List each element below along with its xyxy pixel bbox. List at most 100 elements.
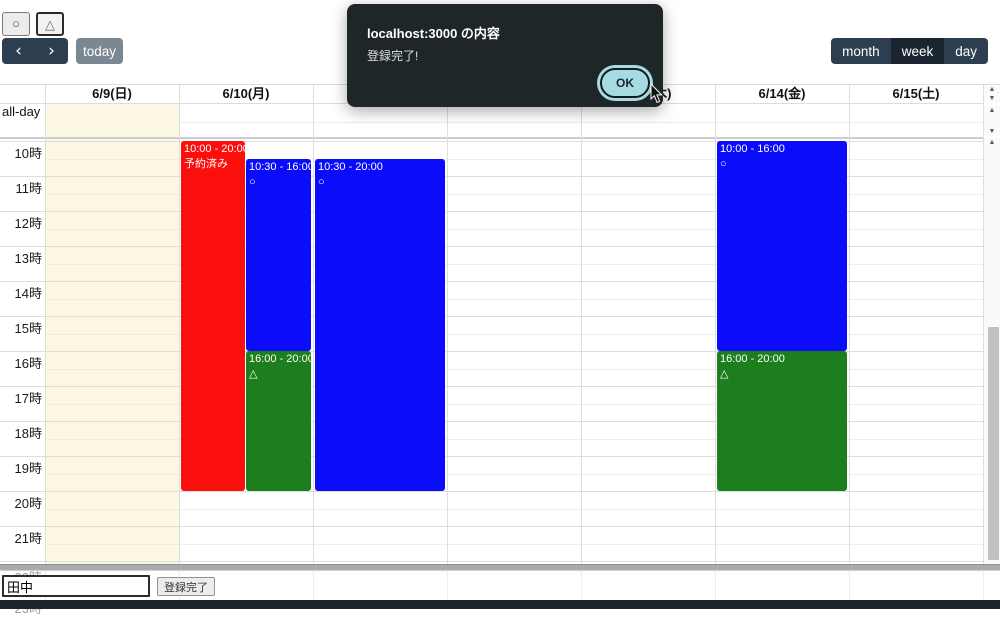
- time-axis-label: 11時: [15, 181, 43, 196]
- day-header-2: 6/10(月): [222, 86, 270, 101]
- column-line: [849, 571, 850, 600]
- time-axis-label: 17時: [14, 391, 42, 406]
- dialog-title: localhost:3000 の内容: [367, 26, 500, 41]
- half-hour-line: [45, 228, 983, 230]
- hour-line: [0, 281, 983, 282]
- event-time: 10:00 - 16:00: [720, 143, 785, 155]
- header-scrollbar[interactable]: ▲ ▼: [984, 85, 1000, 103]
- time-axis-label: 12時: [14, 216, 42, 231]
- view-button-day[interactable]: day: [944, 38, 988, 64]
- hour-line: [0, 316, 983, 317]
- column-line: [983, 84, 984, 564]
- calendar-event[interactable]: 10:30 - 16:00 ○: [246, 158, 311, 351]
- event-time: 16:00 - 20:00: [249, 353, 311, 365]
- allday-scrollbar[interactable]: ▲ ▼: [984, 106, 1000, 136]
- hour-line: [0, 246, 983, 247]
- view-button-week[interactable]: week: [890, 38, 945, 64]
- half-hour-line: [45, 158, 983, 160]
- hour-line: [0, 561, 983, 562]
- column-line: [447, 571, 448, 600]
- mouse-cursor-icon: [650, 84, 663, 104]
- half-hour-line: [45, 473, 983, 475]
- calendar-event[interactable]: 16:00 - 20:00 △: [246, 351, 311, 491]
- day-header-7: 6/15(土): [892, 86, 940, 101]
- taskbar-edge: [0, 600, 1000, 609]
- time-axis-label: 18時: [14, 426, 42, 441]
- next-button[interactable]: ›: [35, 38, 68, 64]
- dialog-message: 登録完了!: [367, 49, 419, 63]
- horizontal-scrollbar[interactable]: [0, 564, 1000, 571]
- half-hour-line: [45, 333, 983, 335]
- scroll-up-icon[interactable]: ▲: [988, 107, 996, 114]
- calendar-event[interactable]: 16:00 - 20:00 △: [717, 351, 847, 491]
- column-line: [581, 84, 582, 564]
- hour-line: [0, 526, 983, 527]
- scroll-up-icon[interactable]: ▲: [988, 86, 996, 93]
- event-time: 10:00 - 20:00: [184, 143, 245, 155]
- column-line: [45, 84, 46, 564]
- hour-line: [0, 386, 983, 387]
- scrollbar-thumb[interactable]: [988, 327, 999, 560]
- time-axis-label: 14時: [14, 286, 42, 301]
- event-title: △: [249, 368, 258, 380]
- register-complete-button[interactable]: 登録完了: [157, 577, 215, 596]
- time-axis-label: 19時: [14, 461, 42, 476]
- scroll-down-icon[interactable]: ▼: [988, 95, 996, 102]
- scroll-down-icon[interactable]: ▼: [988, 128, 996, 135]
- hour-line: [0, 141, 983, 142]
- time-axis-label: 16時: [14, 356, 42, 371]
- time-axis-label: 15時: [14, 321, 42, 336]
- name-input[interactable]: [2, 575, 150, 597]
- triangle-type-button[interactable]: △: [36, 12, 64, 36]
- day-header-1: 6/9(日): [92, 86, 132, 101]
- column-line: [313, 571, 314, 600]
- time-axis-label: 13時: [14, 251, 42, 266]
- column-line: [447, 84, 448, 564]
- alert-dialog: localhost:3000 の内容 登録完了! OK: [347, 4, 663, 107]
- half-hour-line: [45, 403, 983, 405]
- event-title: 予約済み: [184, 158, 228, 170]
- event-title: ○: [720, 158, 727, 170]
- column-line: [179, 84, 180, 564]
- event-time: 10:30 - 16:00: [249, 160, 311, 173]
- scroll-up-icon[interactable]: ▲: [988, 139, 996, 146]
- half-hour-line: [45, 438, 983, 440]
- hour-line: [0, 176, 983, 177]
- time-axis-label: 10時: [14, 146, 42, 161]
- prev-next-group: ‹ ›: [2, 38, 68, 64]
- hour-line: [0, 456, 983, 457]
- half-hour-line: [45, 298, 983, 300]
- column-line: [715, 571, 716, 600]
- hour-line: [0, 491, 983, 492]
- half-hour-line: [45, 543, 983, 545]
- time-axis-label: 20時: [14, 496, 42, 511]
- column-line: [313, 84, 314, 564]
- chevron-right-icon: ›: [48, 41, 55, 61]
- event-time: 10:30 - 20:00: [318, 160, 383, 173]
- circle-type-button[interactable]: ○: [2, 12, 30, 36]
- calendar-event[interactable]: 10:00 - 16:00 ○: [717, 141, 847, 351]
- view-switcher: month week day: [831, 38, 988, 64]
- allday-label: all-day: [2, 104, 41, 119]
- hour-line: [0, 351, 983, 352]
- calendar-event[interactable]: 10:30 - 20:00 ○: [315, 158, 445, 491]
- event-title: △: [720, 368, 729, 380]
- column-line: [849, 84, 850, 564]
- column-line: [715, 84, 716, 564]
- half-hour-line: [45, 368, 983, 370]
- day-header-6: 6/14(金): [758, 86, 806, 101]
- calendar-event[interactable]: 10:00 - 20:00 予約済み: [181, 141, 245, 491]
- half-hour-line: [45, 193, 983, 195]
- today-button[interactable]: today: [76, 38, 123, 64]
- chevron-left-icon: ‹: [15, 41, 22, 61]
- allday-divider: [0, 137, 983, 139]
- half-hour-line: [45, 263, 983, 265]
- ok-button[interactable]: OK: [600, 68, 650, 98]
- view-button-month[interactable]: month: [831, 38, 891, 64]
- event-title: ○: [318, 175, 325, 188]
- hour-line: [0, 211, 983, 212]
- half-hour-line: [45, 508, 983, 510]
- prev-button[interactable]: ‹: [2, 38, 35, 64]
- event-time: 16:00 - 20:00: [720, 353, 785, 365]
- hour-line: [0, 421, 983, 422]
